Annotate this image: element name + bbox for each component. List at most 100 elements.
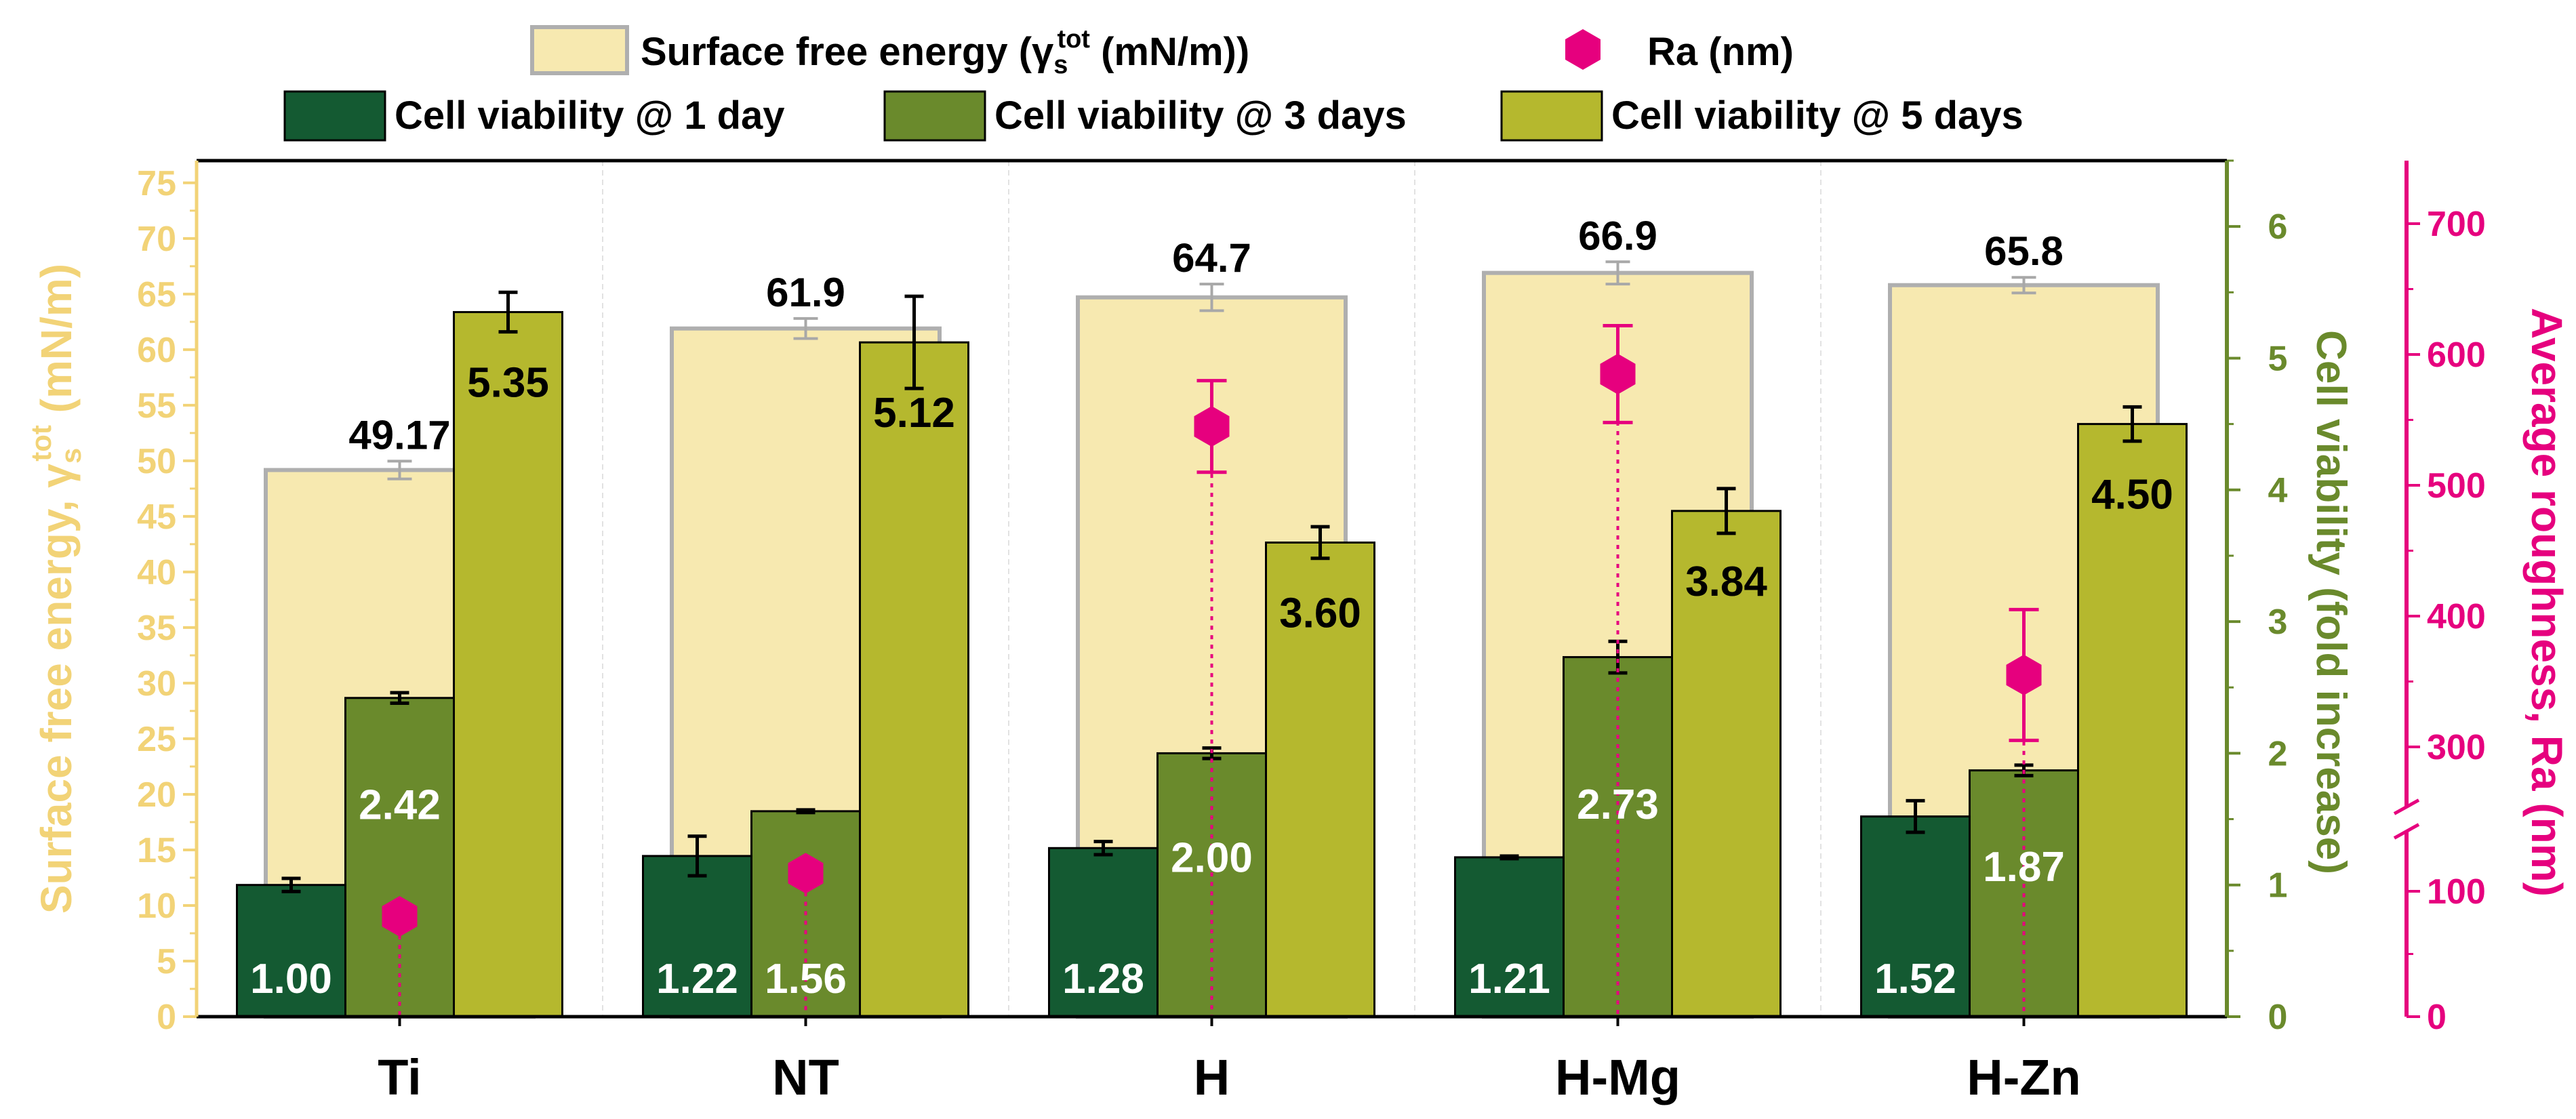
left-axis-tick-label: 10	[137, 887, 176, 926]
cv1-bar-nt	[642, 855, 752, 1018]
cv5-label-h-mg: 3.84	[1685, 558, 1767, 605]
roughness-axis-break	[2393, 798, 2420, 840]
left-axis-tick-label: 20	[137, 775, 176, 815]
sfe-error-bar-h-zn	[2011, 276, 2036, 295]
cv5-error-bar-ti	[498, 290, 518, 334]
sfe-error-bar-nt	[793, 317, 818, 340]
cell-viability-axis-tick-label: 1	[2268, 866, 2288, 906]
sfe-label-h-mg: 66.9	[1578, 213, 1657, 258]
cv3-bar-ti	[344, 697, 455, 1018]
legend-label-cv3: Cell viability @ 3 days	[994, 94, 1407, 138]
sfe-label-h-zn: 65.8	[1984, 228, 2064, 274]
cv5-label-ti: 5.35	[467, 359, 549, 406]
left-axis-tick-label: 55	[137, 386, 176, 426]
legend-label-sfe: Surface free energy (γstot (mN/m))	[641, 25, 1249, 79]
cell-viability-layer	[236, 290, 2188, 1018]
cv5-error-bar-h-mg	[1716, 487, 1736, 535]
cv1-error-bar-h-zn	[1906, 798, 1925, 834]
sfe-label-h: 64.7	[1172, 235, 1251, 281]
cv3-label-ti: 2.42	[359, 781, 441, 828]
cell-viability-axis-tick-label: 3	[2268, 603, 2288, 642]
cv1-bar-h	[1048, 847, 1159, 1018]
cv1-label-h: 1.28	[1062, 956, 1144, 1002]
ra-marker-h	[1194, 406, 1230, 447]
cell-viability-axis-tick-label: 6	[2268, 207, 2288, 247]
cv3-label-h-mg: 2.73	[1577, 781, 1659, 828]
roughness-axis-tick-label: 300	[2427, 728, 2486, 767]
cv5-bar-ti	[453, 310, 563, 1018]
cell-viability-axis-tick-label: 5	[2268, 339, 2288, 378]
roughness-axis-title: Average roughness, Ra (nm)	[2522, 308, 2571, 897]
sfe-label-ti: 49.17	[348, 412, 450, 457]
ra-marker-h-zn	[2006, 654, 2042, 695]
cv3-label-nt: 1.56	[765, 956, 847, 1002]
cell-viability-axis-tick-label: 2	[2268, 734, 2288, 773]
cv5-error-bar-h	[1310, 525, 1330, 561]
sfe-error-bar-h-mg	[1605, 260, 1630, 286]
legend: Surface free energy (γstot (mN/m)) Ra (nm…	[283, 25, 2024, 142]
cv1-error-bar-h-mg	[1500, 854, 1519, 861]
left-axis-tick-label: 5	[157, 942, 176, 981]
left-axis-tick-label: 0	[157, 998, 176, 1037]
left-axis-tick-label: 75	[137, 164, 176, 203]
left-axis-tick-label: 60	[137, 331, 176, 370]
left-axis-tick-label: 35	[137, 609, 176, 648]
cv5-label-nt: 5.12	[873, 390, 955, 436]
legend-label-cv5: Cell viability @ 5 days	[1611, 94, 2024, 138]
x-tick-label-ti: Ti	[378, 1049, 421, 1105]
cell-viability-axis-title: Cell viability (fold increase)	[2308, 330, 2354, 874]
left-axis-tick-label: 65	[137, 275, 176, 314]
roughness-axis-tick-label: 400	[2427, 597, 2486, 636]
left-axis-tick-label: 45	[137, 497, 176, 537]
cv5-bar-h-mg	[1671, 510, 1782, 1018]
axes-layer: Ti NT H H-Mg H-Zn051015202530354045505560657…	[25, 159, 2571, 1105]
roughness-axis-tick-label: 600	[2427, 335, 2486, 375]
left-axis-tick-label: 50	[137, 442, 176, 481]
legend-swatch-sfe	[530, 25, 629, 75]
left-axis-tick-label: 30	[137, 664, 176, 704]
cv3-label-h-zn: 1.87	[1983, 844, 2065, 891]
ra-marker-ti	[382, 896, 418, 937]
legend-swatch-cv5	[1500, 90, 1603, 142]
cv5-label-h-zn: 4.50	[2091, 472, 2173, 518]
x-tick-label-h-mg: H-Mg	[1555, 1049, 1681, 1105]
cv1-label-nt: 1.22	[656, 956, 738, 1002]
left-axis-title: Surface free energy, γstot (mN/m)	[25, 264, 87, 914]
data-label-layer: 49.17 1.00 2.42 5.35 61.9 1.22 1.56 5.12 64.7 1.2…	[250, 213, 2173, 1002]
x-tick-label-nt: NT	[772, 1049, 839, 1105]
legend-label-cv1: Cell viability @ 1 day	[395, 94, 785, 138]
left-axis-tick-label: 15	[137, 831, 176, 870]
roughness-layer	[382, 324, 2042, 1017]
sfe-error-bar-ti	[387, 460, 412, 481]
roughness-axis-tick-label: 500	[2427, 466, 2486, 506]
roughness-axis-tick-label: 0	[2427, 998, 2447, 1037]
roughness-axis-tick-label: 700	[2427, 205, 2486, 244]
roughness-axis-tick-label: 100	[2427, 872, 2486, 912]
cv3-error-bar-nt	[796, 808, 816, 815]
cv1-label-h-mg: 1.21	[1468, 956, 1550, 1002]
cv1-label-h-zn: 1.52	[1874, 956, 1956, 1002]
cv5-error-bar-h-zn	[2122, 405, 2142, 443]
left-axis-tick-label: 40	[137, 553, 176, 592]
cv1-error-bar-h	[1093, 840, 1113, 857]
cv3-error-bar-ti	[390, 691, 409, 706]
legend-swatch-ra	[1565, 29, 1601, 70]
cv5-label-h: 3.60	[1279, 590, 1361, 636]
cv1-error-bar-nt	[687, 834, 707, 878]
ra-marker-h-mg	[1600, 353, 1636, 394]
cv3-label-h: 2.00	[1171, 834, 1253, 881]
cv5-bar-nt	[859, 341, 969, 1018]
cv1-label-ti: 1.00	[250, 956, 332, 1002]
ra-marker-nt	[788, 853, 824, 894]
x-tick-label-h-zn: H-Zn	[1967, 1049, 2081, 1105]
cell-viability-axis-tick-label: 0	[2268, 998, 2288, 1037]
cv1-error-bar-ti	[281, 876, 301, 893]
x-tick-label-h: H	[1194, 1049, 1230, 1105]
cv5-error-bar-nt	[904, 294, 924, 390]
legend-label-ra: Ra (nm)	[1647, 30, 1794, 74]
legend-swatch-cv3	[883, 90, 986, 142]
sfe-error-bar-h	[1199, 283, 1224, 312]
legend-swatch-cv1	[283, 90, 386, 142]
cell-viability-axis-tick-label: 4	[2268, 471, 2288, 510]
